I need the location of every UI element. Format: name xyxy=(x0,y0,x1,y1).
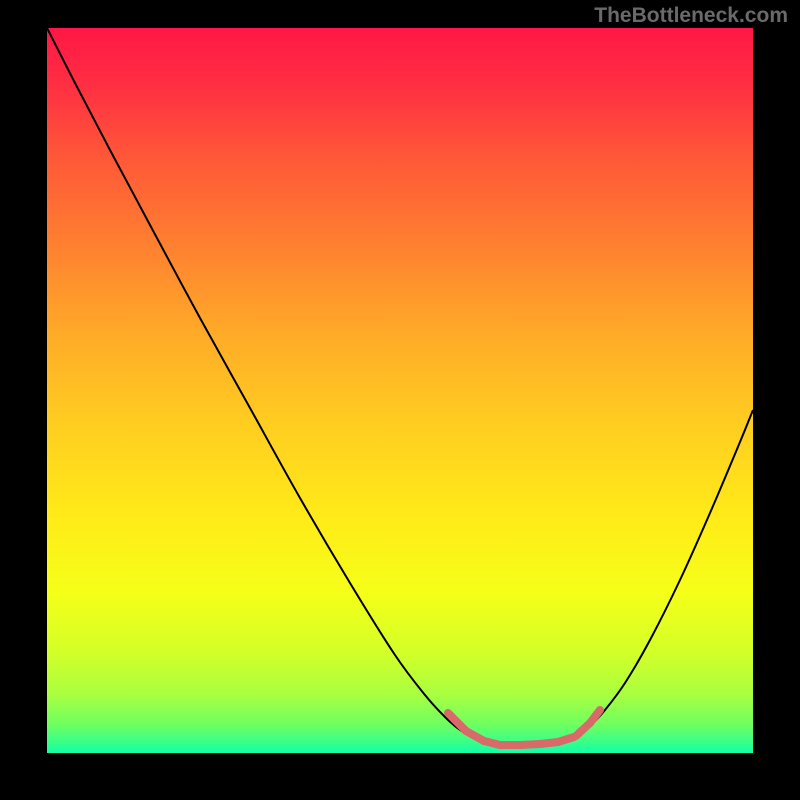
chart-container: TheBottleneck.com xyxy=(0,0,800,800)
valley-highlight-segment xyxy=(558,737,574,742)
watermark-text: TheBottleneck.com xyxy=(594,4,788,28)
chart-svg xyxy=(0,0,800,800)
